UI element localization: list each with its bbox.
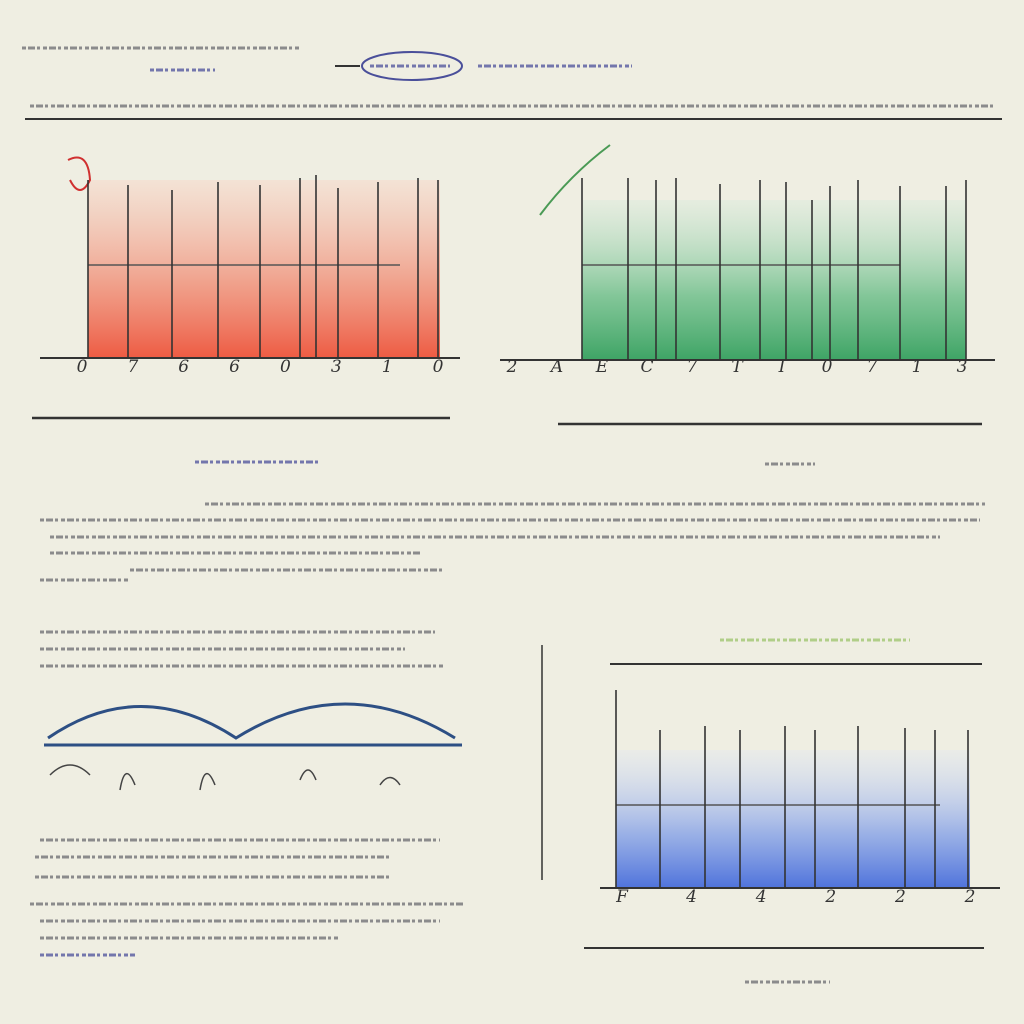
tick-label: 0 <box>77 357 88 377</box>
tick-label: 4 <box>685 887 697 907</box>
text-block <box>30 502 985 957</box>
tick-label: T <box>731 357 744 377</box>
tick-label: 6 <box>229 357 240 377</box>
tick-label: A <box>549 357 563 377</box>
tick-label: 7 <box>867 357 878 377</box>
blue-chart: F 4 4 2 2 2 <box>541 638 1000 984</box>
tick-label: F <box>615 887 629 907</box>
curve-chart <box>44 702 462 791</box>
tick-label: 7 <box>687 357 698 377</box>
tick-label: 2 <box>894 887 906 907</box>
tick-label: 1 <box>382 357 393 377</box>
tick-label: 4 <box>755 887 767 907</box>
tick-label: 1 <box>912 357 923 377</box>
header <box>22 46 1002 120</box>
red-chart: 0 7 6 6 0 3 1 0 <box>32 156 460 464</box>
tick-label: 0 <box>280 357 291 377</box>
tick-label: 0 <box>822 357 833 377</box>
green-chart: 2 A E C 7 T I 0 7 1 3 <box>500 144 995 466</box>
tick-label: 3 <box>957 357 968 377</box>
tick-label: 2 <box>964 887 976 907</box>
tick-label: 7 <box>127 357 138 377</box>
tick-label: 3 <box>331 357 342 377</box>
tick-label: I <box>778 357 786 377</box>
tick-label: 0 <box>433 357 444 377</box>
tick-label: 2 <box>824 887 836 907</box>
tick-label: 6 <box>178 357 189 377</box>
tick-label: 2 <box>506 357 518 377</box>
tick-label: C <box>640 357 653 377</box>
tick-label: E <box>595 357 609 377</box>
